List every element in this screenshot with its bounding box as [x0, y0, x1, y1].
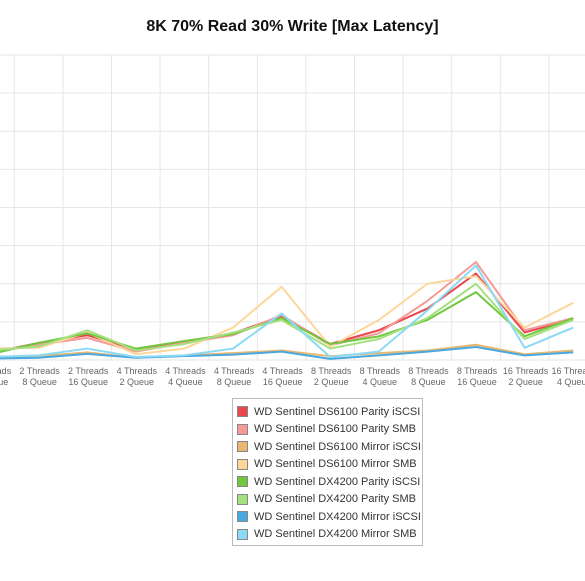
x-tick-label: 4 Threads 8 Queue	[214, 366, 255, 387]
legend-swatch	[237, 476, 248, 488]
legend-label: WD Sentinel DX4200 Mirror iSCSI	[254, 510, 421, 523]
x-tick-label: 2 Threads 8 Queue	[19, 366, 60, 387]
legend-item[interactable]: WD Sentinel DX4200 Mirror SMB	[237, 526, 422, 544]
legend-swatch	[237, 458, 248, 470]
legend-swatch	[237, 441, 248, 453]
legend-label: WD Sentinel DX4200 Parity SMB	[254, 493, 417, 506]
legend-swatch	[237, 406, 248, 418]
legend-label: WD Sentinel DS6100 Mirror SMB	[254, 458, 417, 471]
legend-item[interactable]: WD Sentinel DX4200 Parity SMB	[237, 491, 422, 509]
legend-item[interactable]: WD Sentinel DS6100 Parity iSCSI	[237, 403, 422, 421]
legend-item[interactable]: WD Sentinel DX4200 Parity iSCSI	[237, 473, 422, 491]
x-tick-label: 16 Threads 2 Queue	[503, 366, 549, 387]
x-tick-label: 8 Threads 2 Queue	[311, 366, 352, 387]
legend-item[interactable]: WD Sentinel DS6100 Parity SMB	[237, 421, 422, 439]
legend-swatch	[237, 423, 248, 435]
legend-swatch	[237, 528, 248, 540]
series-line-3	[0, 275, 574, 356]
legend-item[interactable]: WD Sentinel DX4200 Mirror iSCSI	[237, 508, 422, 526]
legend-swatch	[237, 493, 248, 505]
legend-item[interactable]: WD Sentinel DS6100 Mirror iSCSI	[237, 438, 422, 456]
x-tick-label: 4 Threads 2 Queue	[117, 366, 158, 387]
x-tick-label: 4 Threads 16 Queue	[262, 366, 303, 387]
x-tick-label: 8 Threads 4 Queue	[360, 366, 401, 387]
x-tick-label: 8 Threads 16 Queue	[457, 366, 498, 387]
legend-item[interactable]: WD Sentinel DS6100 Mirror SMB	[237, 456, 422, 474]
x-tick-label: 8 Threads 8 Queue	[408, 366, 449, 387]
chart-legend: WD Sentinel DS6100 Parity iSCSI WD Sentin…	[232, 398, 423, 546]
legend-label: WD Sentinel DS6100 Parity iSCSI	[254, 405, 421, 418]
chart-title: 8K 70% Read 30% Write [Max Latency]	[146, 18, 439, 35]
x-tick-label: 4 Threads 4 Queue	[165, 366, 206, 387]
series-line-1	[0, 261, 574, 353]
legend-swatch	[237, 511, 248, 523]
series-line-6	[0, 346, 574, 360]
series-line-5	[0, 282, 574, 352]
series-line-2	[0, 343, 574, 359]
legend-label: WD Sentinel DS6100 Parity SMB	[254, 423, 417, 436]
series-line-4	[0, 291, 574, 353]
legend-label: WD Sentinel DX4200 Mirror SMB	[254, 528, 417, 541]
series-line-7	[0, 264, 574, 358]
x-tick-label: 2 Threads 16 Queue	[68, 366, 109, 387]
legend-label: WD Sentinel DX4200 Parity iSCSI	[254, 475, 421, 488]
legend-label: WD Sentinel DS6100 Mirror iSCSI	[254, 440, 421, 453]
